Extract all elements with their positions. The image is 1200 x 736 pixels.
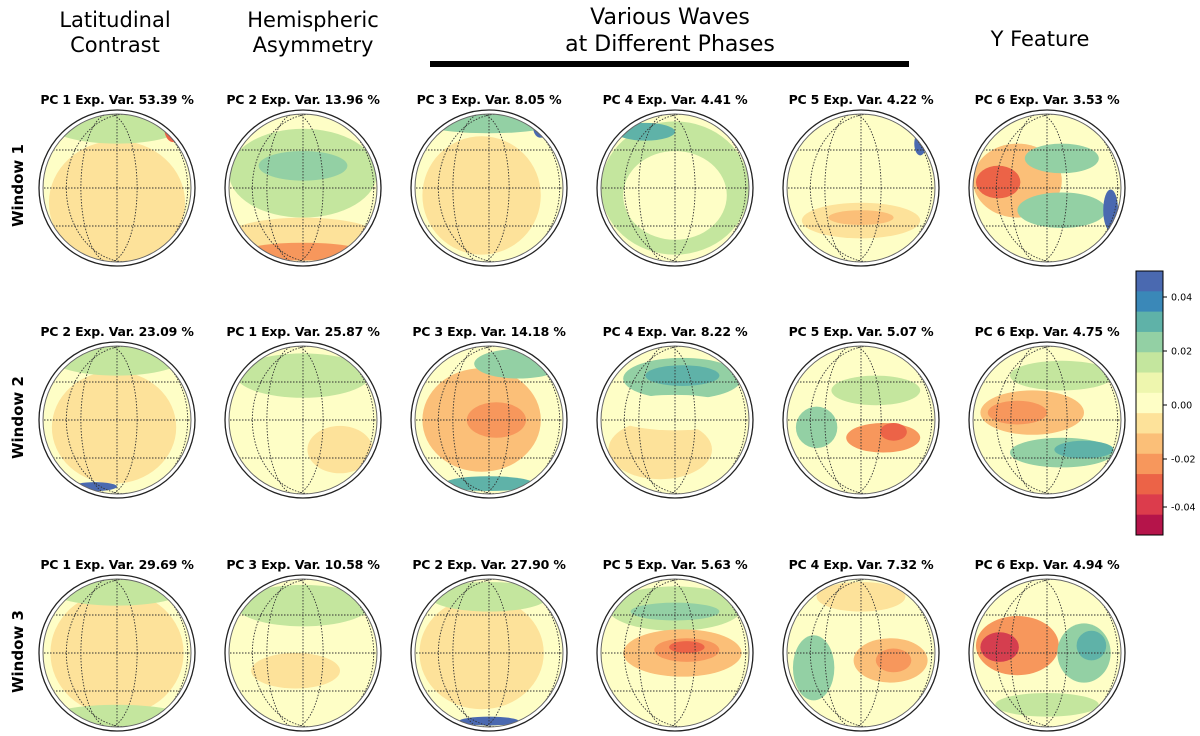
colorbar-tick-label: 0.00: [1171, 401, 1192, 412]
colorbar: 0.04 0.02 0.00 -0.02 -0.04: [1135, 270, 1196, 536]
colorbar-segment: [1136, 514, 1163, 536]
colorbar-tick-label: -0.04: [1171, 503, 1196, 514]
row-label-window-1: Window 1: [9, 144, 27, 227]
panel-title: PC 1 Exp. Var. 29.69 %: [40, 557, 194, 572]
globe-map: [410, 109, 568, 267]
column-header-y-feature: Y Feature: [975, 27, 1105, 52]
colorbar-segment: [1136, 474, 1163, 495]
globe-map: [968, 341, 1126, 499]
colorbar-segment: [1136, 291, 1163, 313]
globe-map: [38, 109, 196, 267]
globe-map: [410, 341, 568, 499]
column-header-line2: at Different Phases: [565, 32, 775, 57]
panel-title: PC 6 Exp. Var. 3.53 %: [974, 92, 1120, 107]
row-label-window-2: Window 2: [9, 376, 27, 459]
column-header-line1: Hemispheric: [247, 8, 379, 32]
colorbar-tick-label: -0.02: [1171, 455, 1196, 466]
colorbar-segment: [1136, 271, 1163, 292]
colorbar-segment: [1136, 453, 1163, 475]
panel-title: PC 4 Exp. Var. 8.22 %: [602, 324, 748, 339]
panel-title: PC 2 Exp. Var. 23.09 %: [40, 324, 194, 339]
colorbar-segment: [1136, 392, 1163, 414]
row-label-window-3: Window 3: [9, 610, 27, 693]
globe-map: [224, 109, 382, 267]
panel-title: PC 6 Exp. Var. 4.75 %: [974, 324, 1120, 339]
panel-title: PC 3 Exp. Var. 8.05 %: [416, 92, 562, 107]
globe-map: [410, 574, 568, 732]
globe-map: [224, 341, 382, 499]
colorbar-segment: [1136, 372, 1163, 394]
colorbar-segment: [1136, 494, 1163, 516]
column-header-line1: Y Feature: [990, 27, 1090, 51]
column-header-line1: Latitudinal: [59, 8, 171, 32]
globe-map: [224, 574, 382, 732]
column-header-line2: Asymmetry: [252, 33, 374, 57]
globe-map: [596, 574, 754, 732]
globe-map: [38, 574, 196, 732]
globe-map: [38, 341, 196, 499]
column-header-overline: [430, 61, 909, 67]
panel-title: PC 3 Exp. Var. 10.58 %: [226, 557, 380, 572]
globe-map: [596, 341, 754, 499]
colorbar-segment: [1136, 352, 1163, 374]
colorbar-tick-label: 0.02: [1171, 347, 1192, 358]
column-header-line1: Various Waves: [590, 5, 750, 30]
globe-map: [782, 341, 940, 499]
colorbar-segment: [1136, 311, 1163, 333]
panel-title: PC 5 Exp. Var. 5.63 %: [602, 557, 748, 572]
panel-title: PC 5 Exp. Var. 5.07 %: [788, 324, 934, 339]
panel-title: PC 2 Exp. Var. 27.90 %: [412, 557, 566, 572]
column-header-hemispheric: Hemispheric Asymmetry: [238, 8, 388, 58]
column-header-line2: Contrast: [70, 33, 160, 57]
colorbar-segment: [1136, 433, 1163, 455]
panel-title: PC 1 Exp. Var. 25.87 %: [226, 324, 380, 339]
colorbar-segment: [1136, 413, 1163, 434]
globe-map: [596, 109, 754, 267]
globe-map: [782, 109, 940, 267]
colorbar-tick-label: 0.04: [1171, 293, 1192, 304]
panel-title: PC 1 Exp. Var. 53.39 %: [40, 92, 194, 107]
colorbar-segment: [1136, 331, 1163, 353]
globe-map: [968, 109, 1126, 267]
panel-title: PC 2 Exp. Var. 13.96 %: [226, 92, 380, 107]
column-header-latitudinal: Latitudinal Contrast: [50, 8, 180, 58]
globe-map: [968, 574, 1126, 732]
globe-map: [782, 574, 940, 732]
panel-title: PC 4 Exp. Var. 7.32 %: [788, 557, 934, 572]
panel-title: PC 3 Exp. Var. 14.18 %: [412, 324, 566, 339]
column-header-waves: Various Waves at Different Phases: [530, 4, 810, 58]
panel-title: PC 4 Exp. Var. 4.41 %: [602, 92, 748, 107]
panel-title: PC 6 Exp. Var. 4.94 %: [974, 557, 1120, 572]
panel-title: PC 5 Exp. Var. 4.22 %: [788, 92, 934, 107]
